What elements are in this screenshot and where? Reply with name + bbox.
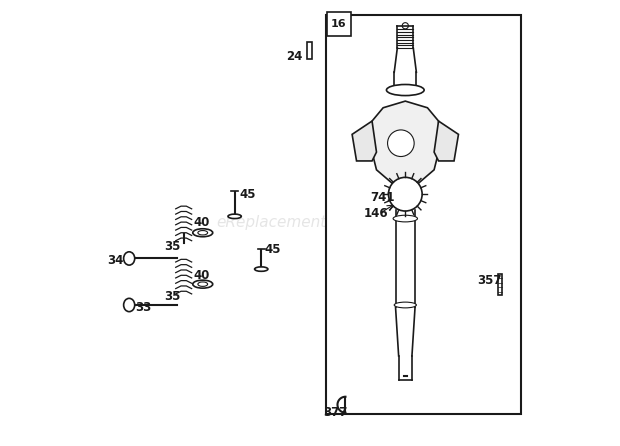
Text: 146: 146: [363, 207, 388, 220]
Ellipse shape: [123, 298, 135, 312]
Ellipse shape: [123, 252, 135, 265]
Text: 35: 35: [164, 289, 181, 303]
Text: 45: 45: [264, 243, 281, 256]
Text: 45: 45: [240, 188, 256, 201]
Ellipse shape: [193, 280, 213, 288]
Text: 24: 24: [286, 50, 303, 63]
Ellipse shape: [393, 215, 417, 222]
Ellipse shape: [193, 229, 213, 237]
Ellipse shape: [228, 214, 241, 219]
Ellipse shape: [198, 231, 208, 235]
Text: 40: 40: [193, 216, 210, 230]
Text: 377: 377: [324, 406, 348, 419]
Ellipse shape: [394, 302, 417, 308]
Text: 357: 357: [477, 274, 502, 287]
Text: 40: 40: [193, 269, 210, 282]
Circle shape: [388, 130, 414, 157]
Polygon shape: [352, 121, 376, 161]
Ellipse shape: [255, 267, 268, 271]
Ellipse shape: [386, 84, 424, 95]
Text: eReplacementParts.com: eReplacementParts.com: [216, 215, 404, 231]
Ellipse shape: [198, 282, 208, 286]
Text: 33: 33: [136, 301, 152, 314]
Bar: [498, 273, 502, 295]
Bar: [327, 12, 351, 36]
Circle shape: [389, 178, 422, 211]
Bar: [307, 42, 312, 59]
Text: 34: 34: [107, 254, 123, 267]
Text: 741: 741: [370, 191, 395, 204]
Polygon shape: [370, 101, 441, 186]
Bar: [326, 15, 521, 413]
Text: 35: 35: [164, 240, 181, 252]
Polygon shape: [434, 121, 458, 161]
Text: 16: 16: [331, 19, 347, 29]
